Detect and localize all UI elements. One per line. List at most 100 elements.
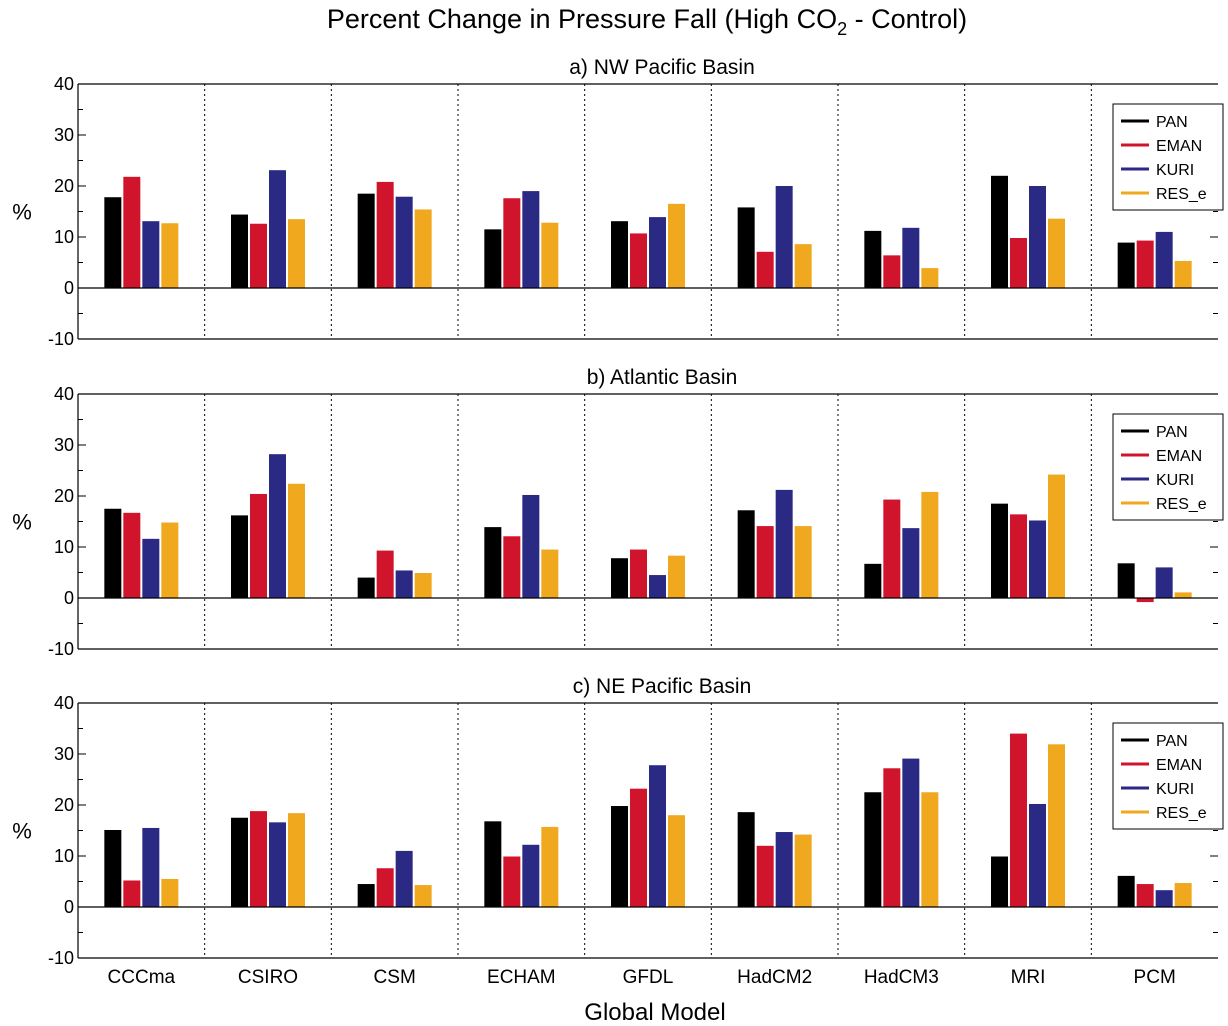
legend-label: KURI bbox=[1156, 781, 1194, 798]
bar-pan-cccma bbox=[104, 829, 122, 907]
bar-kuri-csiro bbox=[269, 170, 286, 288]
bar-eman-mri bbox=[1010, 733, 1027, 907]
bar-eman-hadcm2 bbox=[756, 251, 774, 288]
figure-title-prefix: Percent Change in Pressure Fall (High CO bbox=[327, 4, 837, 34]
legend: PAN EMAN KURI RES_e bbox=[1112, 413, 1224, 521]
bar-pan-mri bbox=[991, 856, 1008, 907]
bar-res-e-cccma bbox=[161, 522, 179, 598]
legend-label: KURI bbox=[1156, 162, 1194, 179]
y-tick-label: 0 bbox=[64, 897, 74, 917]
bar-res-e-hadcm3 bbox=[921, 491, 939, 598]
x-tick-label: MRI bbox=[1011, 967, 1046, 988]
bar-kuri-cccma bbox=[142, 538, 160, 598]
legend-label: EMAN bbox=[1156, 448, 1202, 465]
x-tick-label: PCM bbox=[1134, 967, 1176, 988]
y-tick-label: 20 bbox=[54, 795, 74, 815]
chart-panel-2: b) Atlantic Basin -10 0 10 20 30 40% PAN EMAN KUR… bbox=[12, 366, 1224, 659]
legend: PAN EMAN KURI RES_e bbox=[1112, 103, 1224, 211]
figure-title-suffix: - Control) bbox=[847, 4, 967, 34]
bar-pan-hadcm2 bbox=[737, 812, 755, 907]
x-tick-label: CSIRO bbox=[238, 967, 298, 988]
panel-title: c) NE Pacific Basin bbox=[573, 675, 752, 698]
bar-kuri-gfdl bbox=[649, 575, 666, 598]
bar-res-e-csm bbox=[414, 573, 432, 598]
bar-pan-csiro bbox=[231, 817, 248, 907]
bar-pan-gfdl bbox=[611, 558, 628, 598]
figure-title: Percent Change in Pressure Fall (High CO… bbox=[327, 4, 967, 39]
y-axis-label: % bbox=[12, 819, 32, 844]
bar-pan-csm bbox=[357, 884, 375, 907]
bar-pan-csiro bbox=[231, 214, 248, 288]
bar-eman-pcm bbox=[1136, 884, 1154, 907]
bar-res-e-csiro bbox=[288, 813, 305, 907]
y-tick-label: 30 bbox=[54, 435, 74, 455]
bar-eman-gfdl bbox=[630, 233, 647, 288]
chart-panel-1: a) NW Pacific Basin -10 0 10 20 30 40% PAN EMAN K… bbox=[12, 56, 1224, 349]
bar-kuri-gfdl bbox=[649, 217, 666, 288]
y-tick-label: -10 bbox=[48, 329, 74, 349]
bar-res-e-hadcm3 bbox=[921, 792, 939, 907]
bar-kuri-echam bbox=[522, 844, 540, 907]
bar-kuri-echam bbox=[522, 191, 540, 288]
bar-pan-mri bbox=[991, 175, 1008, 288]
bar-res-e-gfdl bbox=[668, 815, 685, 907]
bar-kuri-hadcm3 bbox=[902, 227, 920, 288]
bar-eman-hadcm2 bbox=[756, 526, 774, 598]
x-tick-label: ECHAM bbox=[487, 967, 556, 988]
legend-label: EMAN bbox=[1156, 757, 1202, 774]
y-tick-label: 0 bbox=[64, 588, 74, 608]
bar-kuri-hadcm3 bbox=[902, 528, 920, 598]
bar-res-e-gfdl bbox=[668, 203, 685, 288]
bar-res-e-mri bbox=[1048, 474, 1065, 598]
bar-kuri-pcm bbox=[1155, 231, 1173, 288]
bar-kuri-pcm bbox=[1155, 567, 1173, 598]
x-tick-label: CCCma bbox=[108, 967, 176, 988]
bar-res-e-csm bbox=[414, 209, 432, 288]
bar-eman-csiro bbox=[250, 493, 267, 598]
bar-eman-cccma bbox=[123, 176, 141, 288]
bar-kuri-csm bbox=[395, 196, 413, 288]
figure-title-subscript: 2 bbox=[837, 19, 847, 39]
bar-eman-mri bbox=[1010, 514, 1027, 598]
bar-kuri-mri bbox=[1029, 803, 1046, 907]
bar-res-e-csiro bbox=[288, 483, 305, 598]
bar-res-e-pcm bbox=[1174, 592, 1192, 598]
bar-pan-hadcm2 bbox=[737, 207, 755, 288]
bar-kuri-cccma bbox=[142, 827, 160, 907]
y-tick-label: 40 bbox=[54, 74, 74, 94]
bar-eman-pcm bbox=[1136, 240, 1154, 288]
bar-pan-gfdl bbox=[611, 806, 628, 907]
y-tick-label: 40 bbox=[54, 384, 74, 404]
legend-label: KURI bbox=[1156, 472, 1194, 489]
y-tick-label: 40 bbox=[54, 693, 74, 713]
legend-label: PAN bbox=[1156, 424, 1188, 441]
y-tick-label: 10 bbox=[54, 227, 74, 247]
y-tick-label: -10 bbox=[48, 639, 74, 659]
bar-pan-echam bbox=[484, 229, 502, 288]
bar-pan-pcm bbox=[1117, 563, 1135, 598]
bar-res-e-hadcm2 bbox=[794, 244, 812, 288]
bar-res-e-pcm bbox=[1174, 883, 1192, 907]
legend-label: PAN bbox=[1156, 114, 1188, 131]
bar-pan-echam bbox=[484, 821, 502, 907]
bar-eman-gfdl bbox=[630, 788, 647, 907]
bar-eman-cccma bbox=[123, 512, 141, 598]
bar-eman-hadcm3 bbox=[883, 768, 901, 907]
bar-kuri-gfdl bbox=[649, 765, 666, 907]
bar-pan-cccma bbox=[104, 508, 122, 598]
bar-kuri-hadcm2 bbox=[775, 832, 793, 907]
bar-pan-pcm bbox=[1117, 875, 1135, 907]
bar-kuri-csm bbox=[395, 570, 413, 598]
bar-pan-gfdl bbox=[611, 221, 628, 288]
bar-kuri-mri bbox=[1029, 186, 1046, 288]
legend-label: RES_e bbox=[1156, 496, 1207, 513]
bar-res-e-cccma bbox=[161, 878, 179, 907]
bar-res-e-echam bbox=[541, 549, 559, 598]
bar-kuri-echam bbox=[522, 494, 540, 598]
x-axis-label: Global Model bbox=[584, 999, 725, 1026]
legend-label: PAN bbox=[1156, 733, 1188, 750]
y-tick-label: 0 bbox=[64, 278, 74, 298]
chart-panel-3: c) NE Pacific Basin -10 0 10 20 30 40% CCCma CSI… bbox=[12, 675, 1224, 988]
bar-pan-hadcm3 bbox=[864, 563, 882, 598]
